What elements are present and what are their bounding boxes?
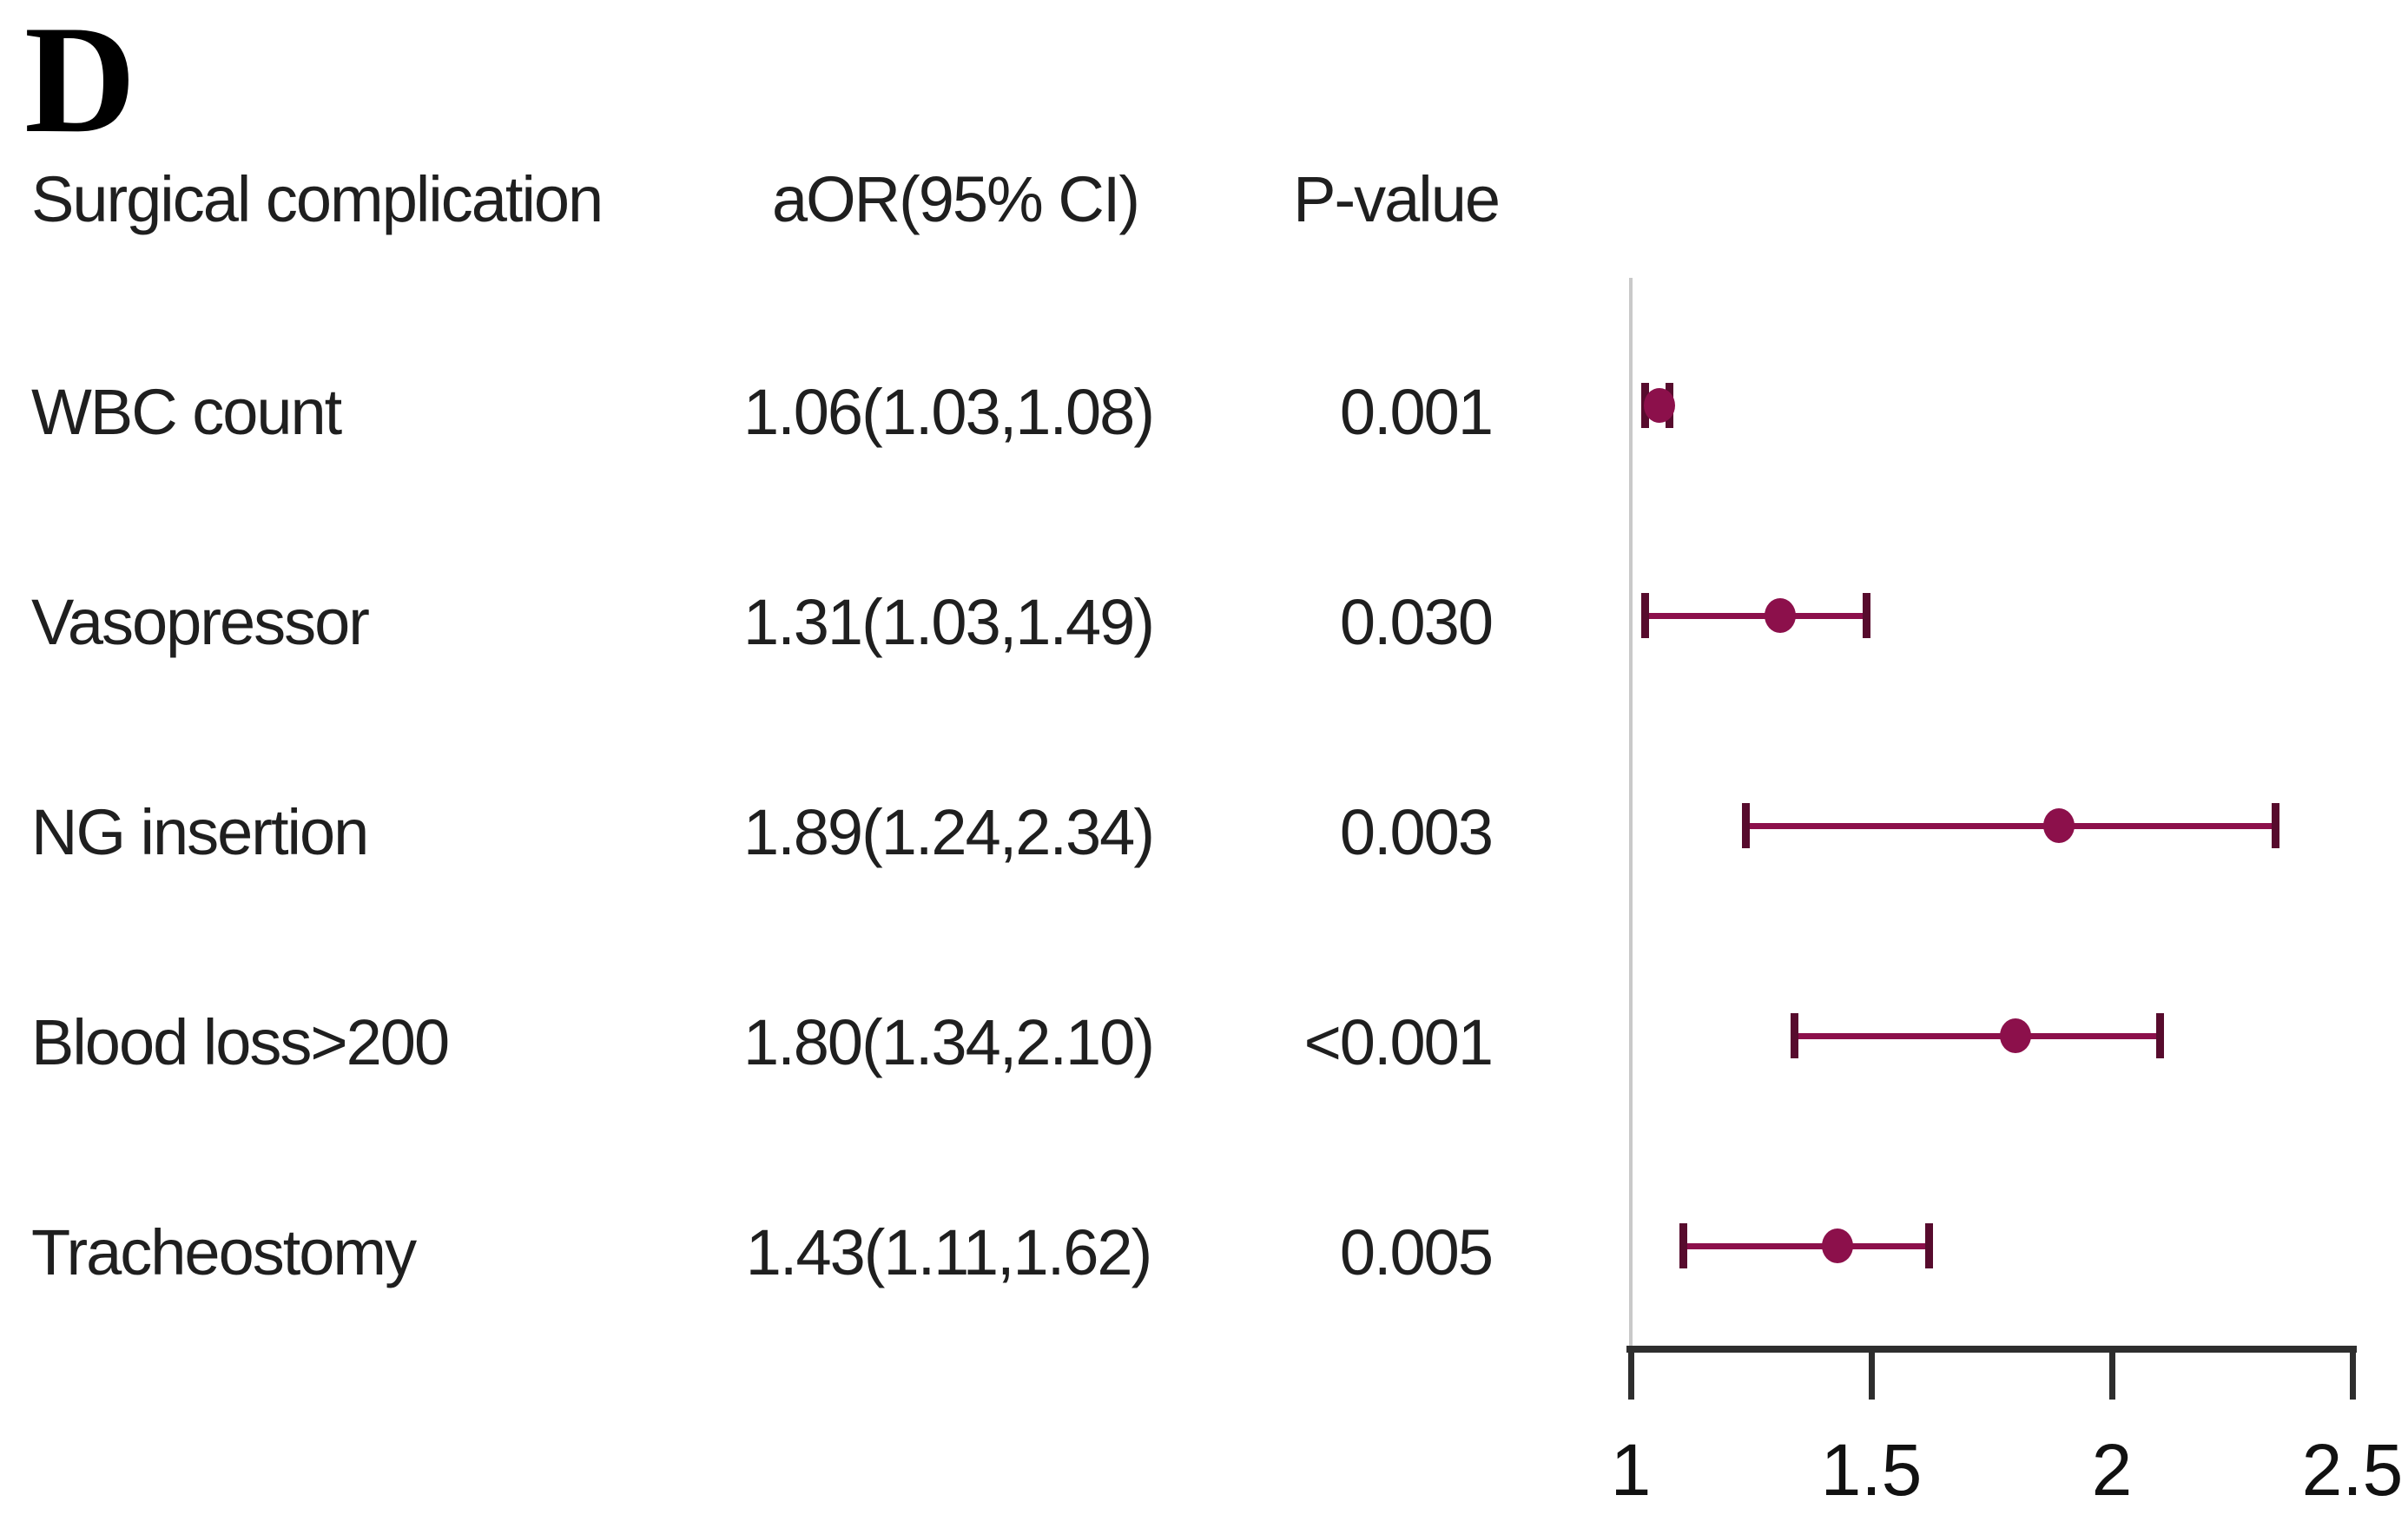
x-axis-tick-label: 1.5 — [1820, 1429, 1923, 1511]
x-axis-tick — [2349, 1346, 2356, 1400]
ci-cap-high — [2271, 803, 2279, 848]
column-header-complication: Surgical complication — [31, 163, 604, 235]
ci-cap-low — [1790, 1013, 1798, 1058]
ci-line — [1794, 1032, 2161, 1039]
ci-line — [1683, 1242, 1930, 1249]
point-estimate-dot — [2000, 1018, 2032, 1053]
ci-cap-low — [1742, 803, 1751, 848]
ci-cap-high — [2155, 1013, 2164, 1058]
row-aor-value: 1.06(1.03,1.08) — [743, 376, 1155, 448]
x-axis-tick-label: 1 — [1610, 1429, 1652, 1511]
x-axis-tick — [1627, 1346, 1634, 1400]
ci-cap-high — [1924, 1223, 1933, 1268]
row-aor-value: 1.80(1.34,2.10) — [743, 1006, 1155, 1078]
row-aor-value: 1.89(1.24,2.34) — [743, 796, 1155, 868]
point-estimate-dot — [1822, 1228, 1854, 1263]
row-p-value: 0.001 — [1339, 376, 1494, 448]
row-label: Vasopressor — [31, 586, 370, 658]
reference-line — [1629, 278, 1633, 1346]
x-axis-tick-label: 2 — [2091, 1429, 2133, 1511]
row-aor-value: 1.31(1.03,1.49) — [743, 586, 1155, 658]
row-label: Blood loss>200 — [31, 1006, 450, 1078]
column-header-pvalue: P-value — [1293, 163, 1501, 235]
x-axis-tick — [2108, 1346, 2115, 1400]
point-estimate-dot — [1764, 598, 1796, 633]
row-p-value: <0.001 — [1303, 1006, 1494, 1078]
x-axis-tick — [1868, 1346, 1875, 1400]
point-estimate-dot — [2043, 808, 2075, 843]
row-label: NG insertion — [31, 796, 369, 868]
ci-cap-low — [1679, 1223, 1688, 1268]
row-label: Tracheostomy — [31, 1216, 417, 1288]
row-aor-value: 1.43(1.11,1.62) — [745, 1216, 1152, 1288]
row-p-value: 0.003 — [1339, 796, 1494, 868]
point-estimate-dot — [1644, 388, 1676, 423]
ci-line — [1645, 612, 1867, 619]
x-axis-line — [1626, 1346, 2357, 1353]
row-label: WBC count — [31, 376, 342, 448]
ci-line — [1745, 822, 2276, 829]
ci-cap-low — [1641, 593, 1650, 638]
row-p-value: 0.005 — [1339, 1216, 1494, 1288]
column-header-aor: aOR(95% CI) — [771, 163, 1140, 235]
ci-cap-high — [1862, 593, 1870, 638]
row-p-value: 0.030 — [1339, 586, 1494, 658]
x-axis-tick-label: 2.5 — [2301, 1429, 2404, 1511]
panel-label: D — [24, 0, 136, 165]
